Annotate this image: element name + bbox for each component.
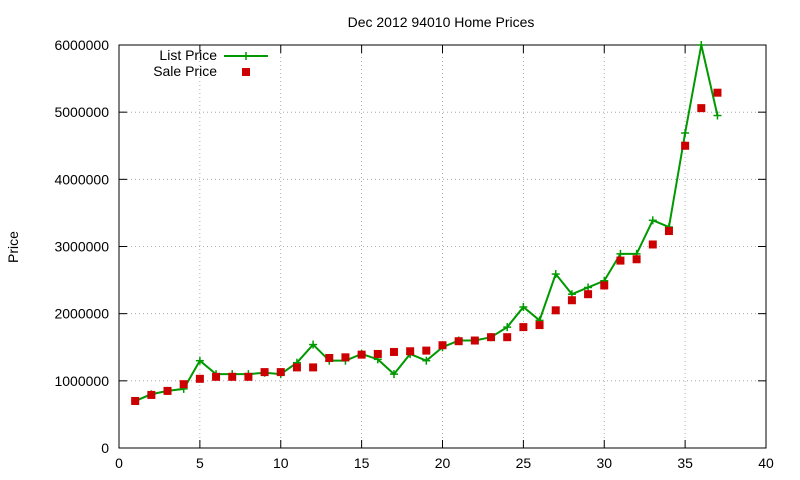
axis-ticks: 0 1000000 2000000 3000000 4000000 5000000 6000… xyxy=(54,37,774,471)
list-price-point xyxy=(195,356,204,365)
y-axis-label: Price xyxy=(5,231,21,263)
sale-price-point xyxy=(616,256,625,265)
plot-frame xyxy=(118,44,767,449)
y-tick-label: 5000000 xyxy=(54,104,109,120)
list-price-point xyxy=(519,302,528,311)
series-layer xyxy=(131,41,722,405)
sale-price-point xyxy=(438,341,447,350)
list-price-point xyxy=(616,249,625,258)
x-tick-label: 20 xyxy=(435,455,451,471)
list-price-point xyxy=(648,216,657,225)
sale-price-point xyxy=(325,353,334,362)
sale-price-point xyxy=(697,104,706,113)
x-tick-label: 5 xyxy=(196,455,204,471)
x-tick-label: 40 xyxy=(758,455,774,471)
y-tick-label: 2000000 xyxy=(54,306,109,322)
list-price-point xyxy=(422,356,431,365)
sale-price-point xyxy=(373,349,382,358)
sale-price-point xyxy=(519,323,528,332)
legend-label-sale-price: Sale Price xyxy=(153,63,217,79)
sale-price-point xyxy=(341,353,350,362)
list-price-point xyxy=(551,270,560,279)
sale-price-point xyxy=(260,368,269,377)
grid-lines xyxy=(119,45,766,448)
y-tick-label: 0 xyxy=(101,440,109,456)
sale-price-point xyxy=(131,396,140,405)
list-price-point xyxy=(681,128,690,137)
x-tick-label: 15 xyxy=(354,455,370,471)
x-tick-label: 30 xyxy=(596,455,612,471)
sale-price-point xyxy=(584,290,593,299)
list-price-point xyxy=(503,323,512,332)
sale-price-point xyxy=(389,347,398,356)
x-tick-label: 10 xyxy=(273,455,289,471)
list-price-point xyxy=(697,41,706,49)
sale-price-point xyxy=(713,88,722,97)
sale-price-point xyxy=(357,350,366,359)
sale-price-point xyxy=(406,347,415,356)
sale-price-point xyxy=(503,333,512,342)
sale-price-point xyxy=(195,374,204,383)
list-price-point xyxy=(713,111,722,120)
sale-price-point xyxy=(163,386,172,395)
sale-price-point xyxy=(470,336,479,345)
sale-price-point xyxy=(147,390,156,399)
x-tick-label: 25 xyxy=(516,455,532,471)
sale-price-point xyxy=(648,240,657,249)
sale-price-point xyxy=(551,306,560,315)
chart-title: Dec 2012 94010 Home Prices xyxy=(348,14,535,30)
sale-price-point xyxy=(632,255,641,264)
legend-label-list-price: List Price xyxy=(159,47,217,63)
y-tick-label: 4000000 xyxy=(54,171,109,187)
sale-price-point xyxy=(244,372,253,381)
y-tick-label: 6000000 xyxy=(54,37,109,53)
sale-price-point xyxy=(309,363,318,372)
sale-price-point xyxy=(292,363,301,372)
y-tick-label: 3000000 xyxy=(54,239,109,255)
sale-price-point xyxy=(567,296,576,305)
sale-price-point xyxy=(212,372,221,381)
x-tick-label: 35 xyxy=(677,455,693,471)
sale-price-point xyxy=(422,346,431,355)
sale-price-point xyxy=(664,227,673,236)
sale-price-point xyxy=(487,333,496,342)
sale-price-point xyxy=(276,368,285,377)
sale-price-point xyxy=(179,380,188,389)
y-tick-label: 1000000 xyxy=(54,373,109,389)
sale-price-point xyxy=(681,141,690,150)
list-price-point xyxy=(584,283,593,292)
legend-swatch-sale-price xyxy=(242,68,250,76)
list-price-point xyxy=(389,370,398,379)
sale-price-point xyxy=(454,337,463,346)
sale-price-point xyxy=(535,321,544,330)
x-tick-label: 0 xyxy=(115,455,123,471)
sale-price-point xyxy=(600,281,609,290)
sale-price-point xyxy=(228,372,237,381)
list-price-point xyxy=(309,340,318,349)
